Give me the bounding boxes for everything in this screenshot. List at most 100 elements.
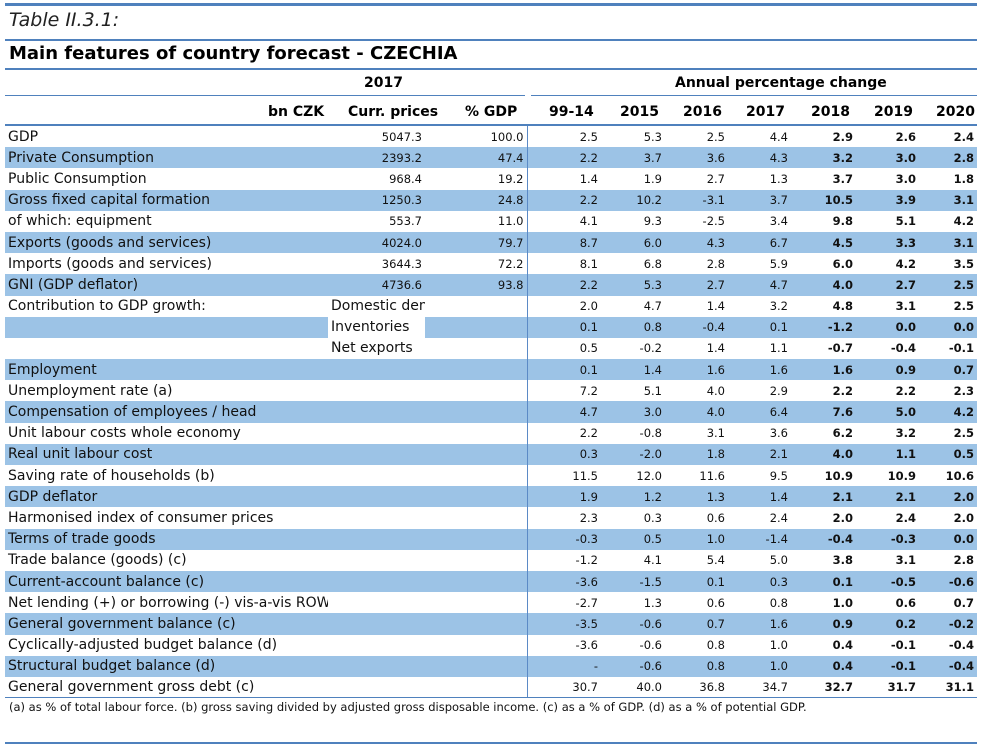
cell-value: 2.2 [526,147,601,169]
cell-bn-czk: 1250.3 [328,189,425,211]
cell-bn-czk: 4736.6 [328,274,425,296]
cell-value: 0.4 [832,638,853,653]
title-bottom-rule [5,68,977,70]
cell-value: 8.7 [526,231,601,254]
cell-bn-czk: 3644.3 [381,256,422,271]
cell-pct-gdp: 47.4 [425,147,527,169]
cell-value: 4.5 [791,231,856,254]
cell-value: 3.2 [769,299,788,314]
table-row: GNI (GDP deflator) 4736.6 93.8 2.2 5.3 2.7 4.7… [5,274,977,296]
row-label: Trade balance (goods) (c) [8,552,187,569]
row-label: General government balance (c) [5,613,328,635]
cell-value: -2.5 [702,214,725,229]
cell-value: 4.4 [769,129,788,144]
table-row: GDP 5047.3 100.0 2.5 5.3 2.5 4.4 2.9 2.6 2.4 [5,126,977,148]
cell-value: 32.7 [824,680,853,695]
cell-value: 2.2 [526,189,601,211]
table-row: Private Consumption 2393.2 47.4 2.2 3.7 3.6 4.… [5,147,977,169]
row-label: Exports (goods and services) [5,231,328,254]
cell-value: -0.4 [948,638,974,653]
cell-value: 31.7 [887,680,916,695]
cell-value: 0.1 [526,359,601,381]
row-label: of which: equipment [8,213,152,230]
row-label: Cyclically-adjusted budget balance (d) [8,637,278,654]
cell-value: 5.1 [643,383,662,398]
cell-value: 2.9 [769,383,788,398]
cell-value: 3.0 [895,171,916,186]
cell-value: 1.8 [953,171,974,186]
cell-value: 4.1 [643,553,662,568]
row-sublabel: Net exports [331,340,413,357]
cell-value: 0.9 [856,359,919,381]
cell-value: -0.6 [639,638,662,653]
table-row: GDP deflator 1.9 1.2 1.3 1.4 2.1 2.1 2.0 [5,486,977,508]
cell-value: 7.2 [526,380,601,402]
cell-value: -0.6 [601,655,665,677]
cell-value: - [526,655,601,677]
cell-value: 5.4 [706,553,725,568]
cell-value: -3.6 [526,570,601,593]
cell-pct-gdp [425,570,527,593]
cell-bn-czk [328,423,425,444]
cell-bn-czk: 4024.0 [328,231,425,254]
cell-pct-gdp: 24.8 [425,189,527,211]
forecast-table: GDP 5047.3 100.0 2.5 5.3 2.5 4.4 2.9 2.6 2.4 Priva… [5,126,977,699]
table-row: Unemployment rate (a) 7.2 5.1 4.0 2.9 2.2 2.2 2… [5,380,977,402]
cell-value: 2.5 [706,129,725,144]
table-row: Contribution to GDP growth: Domestic dema… [5,295,977,317]
cell-value: 0.5 [526,337,601,360]
cell-value: 0.8 [706,638,725,653]
table-row: General government balance (c) -3.5 -0.6 0.… [5,613,977,635]
cell-value: 3.0 [601,401,665,423]
cell-value: 1.3 [643,595,662,610]
cell-value: 11.5 [526,465,601,487]
cell-value: 40.0 [636,680,662,695]
cell-value: 7.6 [791,401,856,423]
table-caption: Table II.3.1: [9,9,120,31]
cell-value: 2.2 [832,383,853,398]
cell-value: 1.6 [728,359,791,381]
cell-value: 5.9 [769,256,788,271]
footnote-bottom-rule [5,742,977,744]
row-label: Harmonised index of consumer prices [8,509,274,526]
table-row: Real unit labour cost 0.3 -2.0 1.8 2.1 4.0 1.1… [5,443,977,465]
cell-value: 3.1 [919,189,977,211]
cell-pct-gdp [425,613,527,635]
row-label: Gross fixed capital formation [5,189,328,211]
cell-value: -0.4 [791,528,856,550]
table-row: Net lending (+) or borrowing (-) vis-a-v… [5,592,977,614]
table-row: Net exports 0.5 -0.2 1.4 1.1 -0.7 -0.4 -0.1 [5,337,977,360]
cell-value: 6.4 [728,401,791,423]
cell-value: -1.2 [526,549,601,571]
cell-value: -0.4 [665,316,728,338]
header-year-2017: 2017 [364,75,403,91]
cell-value: 4.2 [953,214,974,229]
cell-value: 4.8 [832,299,853,314]
cell-value: 1.1 [769,341,788,356]
header-year: 2015 [620,104,659,120]
cell-value: 0.5 [601,528,665,550]
table-row: of which: equipment 553.7 11.0 4.1 9.3 -2.5 3.… [5,210,977,232]
cell-value: 6.7 [728,231,791,254]
cell-value: 2.3 [953,383,974,398]
table-row: General government gross debt (c) 30.7 40.… [5,676,977,699]
cell-bn-czk: 968.4 [389,171,422,186]
cell-value: 0.0 [919,528,977,550]
cell-pct-gdp [425,465,527,486]
cell-value: 1.6 [791,359,856,381]
cell-value: 2.5 [526,126,601,148]
cell-value: 4.7 [643,299,662,314]
cell-value: 1.4 [706,299,725,314]
cell-value: 0.5 [919,443,977,465]
cell-pct-gdp [425,592,527,613]
header-year: 2019 [874,104,913,120]
table-row: Public Consumption 968.4 19.2 1.4 1.9 2.7 1.3 3… [5,168,977,190]
cell-bn-czk [328,528,425,550]
header-bn-czk: bn CZK [268,104,325,120]
table-row: Employment 0.1 1.4 1.6 1.6 1.6 0.9 0.7 [5,359,977,381]
cell-value: 3.1 [706,426,725,441]
cell-value: 2.0 [526,295,601,317]
cell-value: 6.2 [832,426,853,441]
cell-value: -0.2 [639,341,662,356]
cell-value: 10.6 [945,468,974,483]
